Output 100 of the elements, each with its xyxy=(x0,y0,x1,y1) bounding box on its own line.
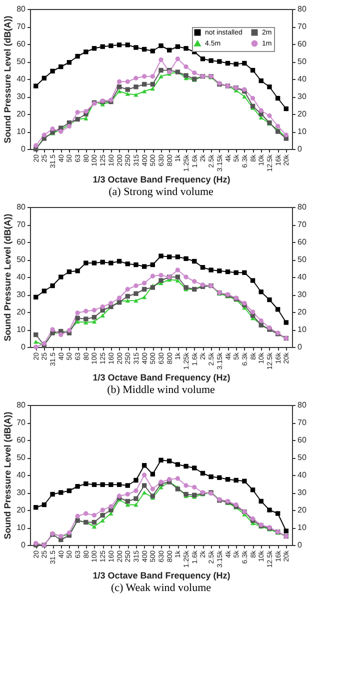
y-tick-label: 60 xyxy=(16,238,26,246)
point xyxy=(100,482,105,487)
y-tick-label: 50 xyxy=(16,255,26,264)
point xyxy=(92,320,97,324)
y-tick-label: 50 xyxy=(16,57,26,66)
y2-tick-label: 60 xyxy=(298,238,307,246)
point xyxy=(42,132,47,138)
point xyxy=(100,260,105,264)
y-tick-label: 10 xyxy=(16,325,26,334)
point xyxy=(134,45,138,50)
point xyxy=(84,260,88,266)
point xyxy=(75,54,80,59)
y2-tick-label: 70 xyxy=(298,418,307,427)
point xyxy=(75,310,80,316)
point xyxy=(50,492,55,497)
point xyxy=(42,76,47,80)
point xyxy=(84,109,88,114)
point xyxy=(33,344,38,350)
point xyxy=(33,143,38,148)
point xyxy=(116,482,122,487)
y2-tick-label: 30 xyxy=(298,92,307,101)
point xyxy=(50,283,55,288)
point xyxy=(192,484,197,490)
point xyxy=(142,286,147,292)
point xyxy=(125,483,130,488)
y-tick-label: 80 xyxy=(16,202,26,212)
point xyxy=(125,298,130,303)
point xyxy=(108,504,114,509)
point xyxy=(208,58,214,63)
x-axis-title: 1/3 Octave Band Frequency (Hz) xyxy=(92,570,230,581)
y-tick-label: 20 xyxy=(16,110,26,118)
point xyxy=(225,60,230,66)
point xyxy=(75,110,80,115)
y2-tick-label: 10 xyxy=(298,523,307,532)
point xyxy=(125,262,130,266)
point xyxy=(234,62,238,66)
point xyxy=(75,316,80,320)
y2-tick-label: 50 xyxy=(298,255,307,264)
point xyxy=(150,48,155,54)
point xyxy=(108,260,114,266)
point xyxy=(184,256,188,261)
point xyxy=(125,79,130,84)
point xyxy=(66,269,72,274)
point xyxy=(84,316,88,322)
point xyxy=(200,56,206,62)
point xyxy=(108,43,114,48)
point xyxy=(125,294,130,299)
point xyxy=(284,528,289,534)
point xyxy=(267,508,272,512)
point xyxy=(134,298,138,303)
point xyxy=(192,466,197,470)
point xyxy=(142,295,147,300)
point xyxy=(167,458,172,464)
y2-tick-label: 20 xyxy=(298,110,307,118)
y-tick-label: 20 xyxy=(16,308,26,316)
y-tick-label: 40 xyxy=(16,74,26,84)
point xyxy=(275,511,280,516)
point xyxy=(250,488,256,492)
point xyxy=(150,472,155,476)
y-tick-label: 70 xyxy=(16,418,26,427)
y2-tick-label: 10 xyxy=(298,127,307,136)
point xyxy=(242,60,247,66)
point xyxy=(158,278,164,283)
point xyxy=(242,478,247,484)
point xyxy=(66,488,72,494)
y2-tick-label: 80 xyxy=(298,202,307,212)
point xyxy=(175,476,180,481)
point xyxy=(158,272,164,278)
y-tick-label: 0 xyxy=(21,144,26,154)
point xyxy=(175,274,180,280)
point xyxy=(75,484,80,489)
point xyxy=(100,44,105,49)
point xyxy=(142,89,147,94)
point xyxy=(142,280,147,286)
y-axis-title: Sound Pressure Level (dB(A)) xyxy=(2,16,13,144)
point xyxy=(234,478,238,483)
point xyxy=(250,310,256,314)
point xyxy=(267,84,272,90)
y-tick-label: 0 xyxy=(21,540,26,550)
point xyxy=(33,332,38,338)
point xyxy=(175,56,180,62)
point xyxy=(284,132,289,138)
point xyxy=(142,264,147,269)
point xyxy=(50,327,55,332)
point xyxy=(92,512,97,518)
point xyxy=(108,482,114,487)
text: (a) Strong wind volume xyxy=(108,186,214,198)
point xyxy=(33,84,38,88)
point xyxy=(167,477,172,482)
y-tick-label: 40 xyxy=(16,272,26,282)
point xyxy=(267,113,272,118)
point xyxy=(108,300,114,306)
x-axis-title: 1/3 Octave Band Frequency (Hz) xyxy=(92,174,230,185)
y2-tick-label: 70 xyxy=(298,220,307,229)
point xyxy=(134,478,138,483)
point xyxy=(125,492,130,497)
point xyxy=(208,268,214,272)
point xyxy=(58,64,64,70)
point xyxy=(33,294,38,300)
point xyxy=(217,268,222,274)
